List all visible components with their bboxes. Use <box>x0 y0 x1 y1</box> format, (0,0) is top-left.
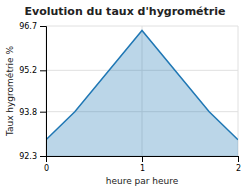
axis-line <box>47 157 239 163</box>
y-axis-title: Taux hygrométrie % <box>5 45 15 137</box>
tick-mark <box>238 156 239 162</box>
tick: 96.7 <box>19 22 46 31</box>
chart: 0 1 2 92.3 93.8 95.2 96.7 Evolution du taux d'h… <box>0 0 250 188</box>
marks <box>46 30 238 156</box>
area <box>46 30 238 156</box>
grid-line-x <box>238 26 239 156</box>
tick-label: 95.2 <box>19 66 37 75</box>
tick: 0 <box>44 156 49 173</box>
tick: 92.3 <box>19 152 46 161</box>
line <box>46 30 238 139</box>
tick-mark <box>142 156 143 162</box>
tick-label: 93.8 <box>19 108 37 117</box>
tick-label: 92.3 <box>19 152 37 161</box>
tick: 95.2 <box>19 66 46 75</box>
tick-label: 1 <box>140 164 145 173</box>
tick-label: 96.7 <box>19 22 37 31</box>
grid <box>46 26 238 156</box>
tick: 93.8 <box>19 108 46 117</box>
x-axis-title: heure par heure <box>106 176 179 186</box>
axis-line <box>40 27 47 157</box>
tick: 1 <box>140 156 145 173</box>
x-axis: 0 1 2 <box>44 156 241 173</box>
title: Evolution du taux d'hygrométrie <box>25 5 226 18</box>
plot-area: 0 1 2 92.3 93.8 95.2 96.7 <box>19 22 241 173</box>
tick-mark <box>40 70 46 71</box>
tick-mark <box>40 156 46 157</box>
tick-mark <box>40 26 46 27</box>
tick-label: 2 <box>236 164 241 173</box>
tick: 2 <box>236 156 241 173</box>
y-axis: 92.3 93.8 95.2 96.7 <box>19 22 46 161</box>
tick-mark <box>40 112 46 113</box>
tick-label: 0 <box>44 164 49 173</box>
